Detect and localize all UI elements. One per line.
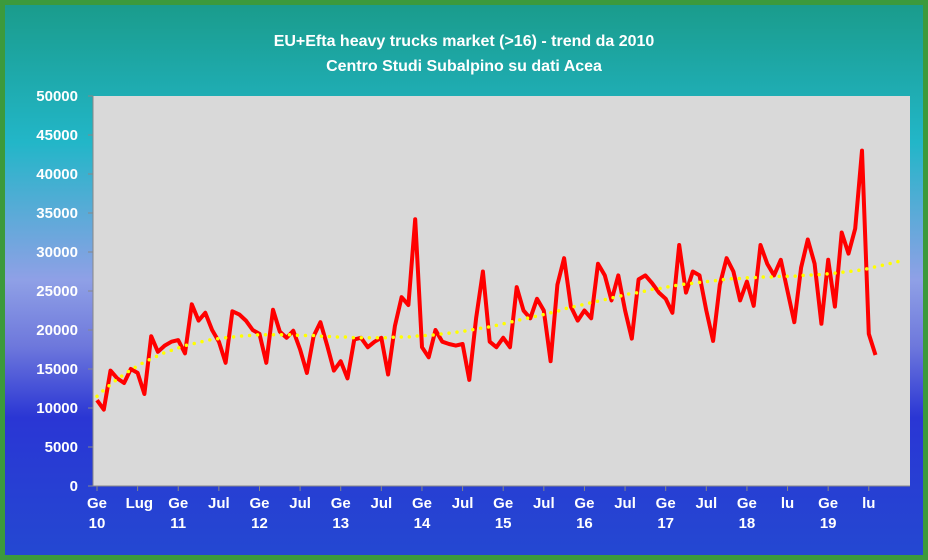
x-tick-label: Ge 16: [574, 495, 595, 532]
x-tick-label: Jul: [695, 495, 718, 512]
y-tick-label: 25000: [36, 283, 78, 300]
y-tick-label: 5000: [45, 439, 78, 456]
x-tick-label: lu: [862, 495, 876, 512]
x-tick-label: Lug: [125, 495, 154, 512]
x-tick-label: Ge 12: [249, 495, 270, 532]
x-tick-label: Jul: [614, 495, 636, 512]
y-tick-label: 10000: [36, 400, 78, 417]
x-tick-label: Ge 14: [411, 495, 432, 532]
x-tick-label: Ge 19: [818, 495, 839, 532]
x-tick-label: Ge 10: [86, 495, 107, 532]
y-tick-label: 45000: [36, 127, 78, 144]
y-tick-label: 0: [70, 478, 78, 495]
x-tick-label: Ge 13: [330, 495, 351, 532]
x-tick-label: Jul: [451, 495, 474, 512]
plot-area: [93, 96, 910, 486]
x-tick-label: Jul: [208, 495, 230, 512]
y-tick-label: 30000: [36, 244, 78, 261]
data-line: [95, 148, 878, 412]
y-tick-label: 50000: [36, 88, 78, 105]
x-tick-label: lu: [780, 495, 795, 512]
x-tick-label: Ge 11: [168, 495, 189, 532]
y-tick-label: 35000: [36, 205, 78, 222]
x-tick-label: Jul: [289, 495, 311, 512]
x-tick-label: Ge 17: [655, 495, 676, 532]
x-tick-label: Ge 15: [493, 495, 514, 532]
y-tick-label: 20000: [36, 322, 78, 339]
x-tick-label: Jul: [370, 495, 393, 512]
y-tick-label: 40000: [36, 166, 78, 183]
chart-title: EU+Efta heavy trucks market (>16) - tren…: [274, 33, 655, 50]
chart-subtitle: Centro Studi Subalpino su dati Acea: [326, 58, 602, 75]
x-tick-label: Jul: [532, 495, 555, 512]
x-tick-label: Ge 18: [736, 495, 757, 532]
y-tick-label: 15000: [36, 361, 78, 378]
